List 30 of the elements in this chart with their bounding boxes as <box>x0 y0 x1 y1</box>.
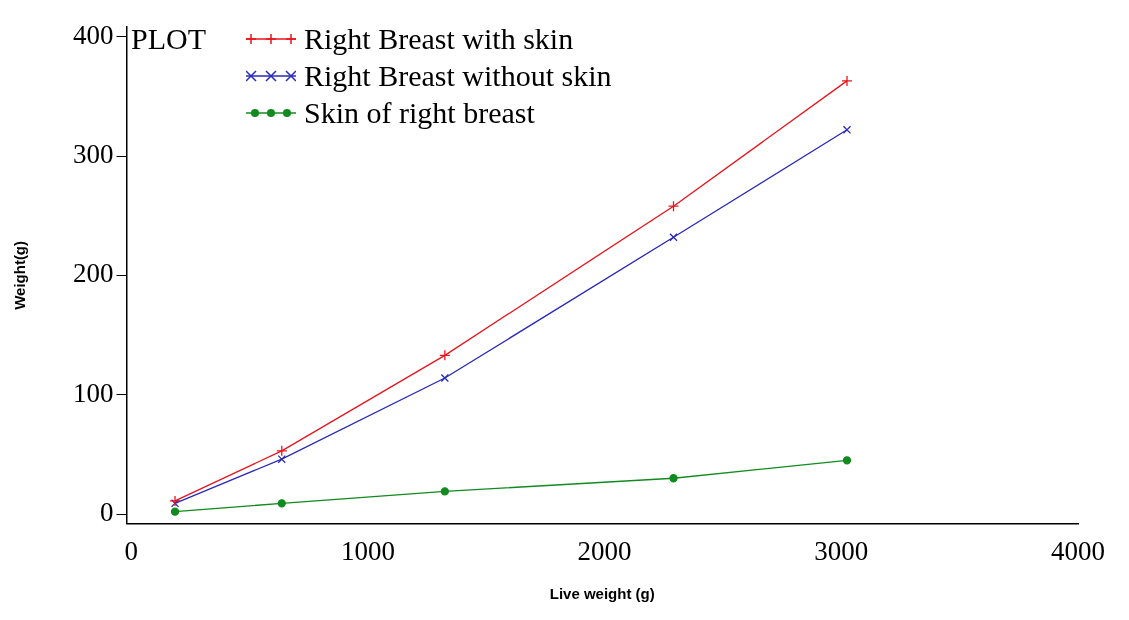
point <box>842 456 852 465</box>
legend-label: Right Breast without skin <box>304 58 612 94</box>
point <box>439 349 451 361</box>
legend-title: PLOT <box>131 21 206 57</box>
y-tick-label: 100 <box>73 377 114 408</box>
x-axis-title: Live weight (g) <box>549 585 655 603</box>
point <box>170 507 180 516</box>
point <box>669 474 678 483</box>
point <box>169 495 181 507</box>
point <box>440 487 449 496</box>
y-axis-title: Weight(g) <box>11 240 29 310</box>
y-tick-label: 0 <box>100 497 114 528</box>
legend-label: Right Breast with skin <box>304 21 574 57</box>
point <box>276 445 288 457</box>
x-tick-label: 1000 <box>340 535 395 566</box>
y-tick-label: 200 <box>73 258 114 289</box>
x-tick-label: 2000 <box>577 535 632 566</box>
point <box>667 200 680 212</box>
point <box>669 233 678 242</box>
point <box>440 373 450 383</box>
point <box>841 75 853 87</box>
x-tick-label: 0 <box>124 535 138 566</box>
y-tick-label: 300 <box>73 139 114 170</box>
legend-label: Skin of right breast <box>304 95 535 131</box>
point <box>842 125 852 135</box>
y-tick-label: 400 <box>73 19 114 50</box>
x-tick-label: 4000 <box>1051 535 1105 566</box>
point <box>277 454 286 464</box>
x-tick-label: 3000 <box>814 535 869 566</box>
point <box>277 499 286 508</box>
